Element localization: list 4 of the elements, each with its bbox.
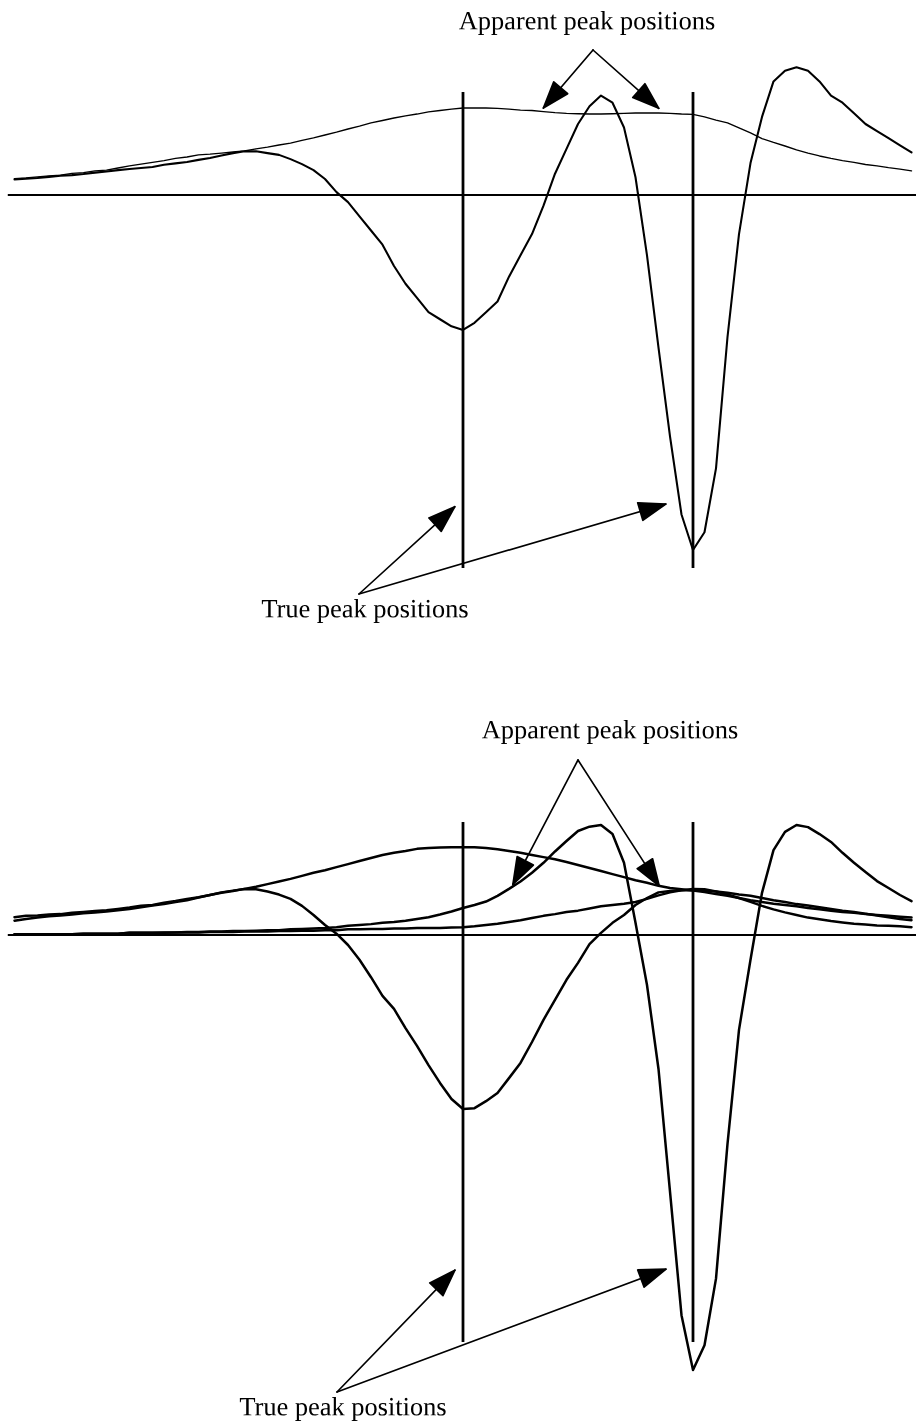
- text: True peak positions: [239, 1397, 446, 1421]
- text: Apparent peak positions: [482, 720, 738, 744]
- text: True peak positions: [261, 599, 468, 623]
- text: Apparent peak positions: [459, 11, 715, 35]
